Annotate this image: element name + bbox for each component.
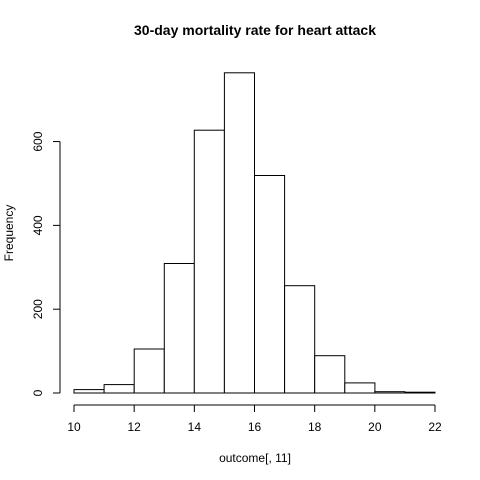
histogram-bar-14-15 <box>193 129 225 394</box>
y-axis-label: Frequency <box>2 205 16 262</box>
histogram-bar-10-11 <box>73 389 105 394</box>
x-tick-label-18: 18 <box>308 420 322 434</box>
y-tick-label-400: 400 <box>31 215 45 235</box>
histogram-bar-21-22 <box>404 391 436 394</box>
bars-group <box>73 72 436 394</box>
x-tick-label-12: 12 <box>127 420 141 434</box>
x-tick-label-22: 22 <box>428 420 442 434</box>
histogram-bar-19-20 <box>344 382 376 394</box>
histogram-bar-13-14 <box>163 263 195 394</box>
x-tick-label-10: 10 <box>67 420 81 434</box>
chart-title: 30-day mortality rate for heart attack <box>134 22 376 38</box>
histogram-bar-15-16 <box>223 72 255 394</box>
x-axis: 10 12 14 16 18 20 22 <box>67 404 442 434</box>
x-tick-label-20: 20 <box>368 420 382 434</box>
x-axis-label: outcome[, 11] <box>219 451 291 465</box>
y-tick-label-600: 600 <box>31 131 45 151</box>
histogram-bar-17-18 <box>284 285 316 394</box>
histogram-bar-18-19 <box>314 355 346 394</box>
histogram-bar-11-12 <box>103 384 135 394</box>
histogram-bar-16-17 <box>254 175 286 394</box>
y-tick-label-0: 0 <box>31 389 45 396</box>
histogram-bar-12-13 <box>133 348 165 394</box>
y-axis: 0 200 400 600 <box>31 131 61 396</box>
x-tick-label-16: 16 <box>248 420 262 434</box>
x-tick-label-14: 14 <box>188 420 202 434</box>
y-tick-label-200: 200 <box>31 299 45 319</box>
histogram-bar-20-21 <box>374 391 406 394</box>
